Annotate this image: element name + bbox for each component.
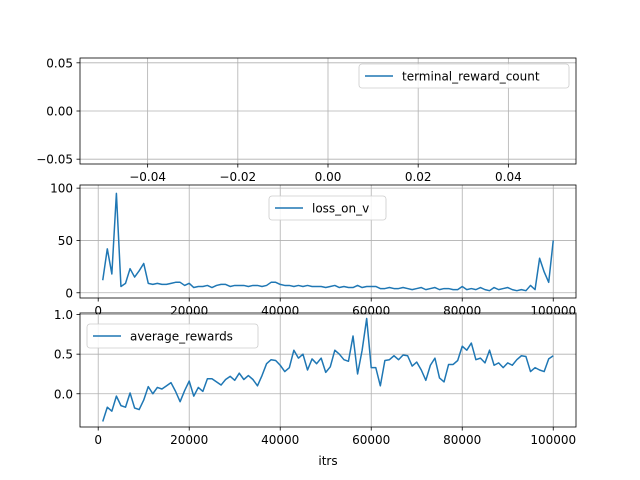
y-tick-label: −0.05 <box>36 153 73 167</box>
x-tick-label: −0.02 <box>219 170 256 184</box>
y-tick-label: 0.05 <box>46 56 73 70</box>
x-tick-label: 0 <box>94 433 102 447</box>
chart-panel-1: −0.04 −0.02 0.00 0.02 0.04 −0.05 0.00 0.05 termi… <box>36 56 577 184</box>
x-tick-label: 0.04 <box>495 170 522 184</box>
x-tick-label: 40000 <box>261 433 299 447</box>
y-tick-label: 1.0 <box>54 308 73 322</box>
series-line-loss-on-v <box>102 192 554 292</box>
x-tick-label: 0 <box>94 304 102 318</box>
legend-label: average_rewards <box>130 330 233 344</box>
x-tick-label: −0.04 <box>129 170 166 184</box>
axes-frame <box>79 184 577 299</box>
y-tick-label: 100 <box>50 182 73 196</box>
x-tick-label: 100000 <box>530 433 576 447</box>
y-tick-label: 0.00 <box>46 105 73 119</box>
x-tick-label: 0.00 <box>315 170 342 184</box>
x-tick-label: 80000 <box>443 433 481 447</box>
legend-box <box>268 195 387 221</box>
legend-label: terminal_reward_count <box>402 70 540 84</box>
legend-box <box>86 323 259 349</box>
chart-panel-2: 0 20000 40000 60000 80000 100000050100loss_on… <box>50 182 577 318</box>
y-tick-label: 50 <box>58 234 73 248</box>
y-tick-label: 0.0 <box>54 387 73 401</box>
x-tick-label: 20000 <box>170 433 208 447</box>
legend: average_rewards <box>86 323 259 349</box>
x-tick-label: 60000 <box>352 433 390 447</box>
y-tick-label: 0 <box>65 286 73 300</box>
legend: terminal_reward_count <box>358 63 570 89</box>
series-line-average-rewards <box>102 317 554 422</box>
axes-frame <box>79 312 577 428</box>
legend: loss_on_v <box>268 195 387 221</box>
x-tick-label: 0.02 <box>405 170 432 184</box>
x-axis-label: itrs <box>318 454 337 468</box>
chart-panel-3: 0 20000 40000 60000 80000 100000 0.0 0.5 1.0 itrs… <box>54 308 577 468</box>
y-tick-label: 0.5 <box>54 348 73 362</box>
legend-box <box>358 63 570 89</box>
legend-label: loss_on_v <box>312 202 369 216</box>
